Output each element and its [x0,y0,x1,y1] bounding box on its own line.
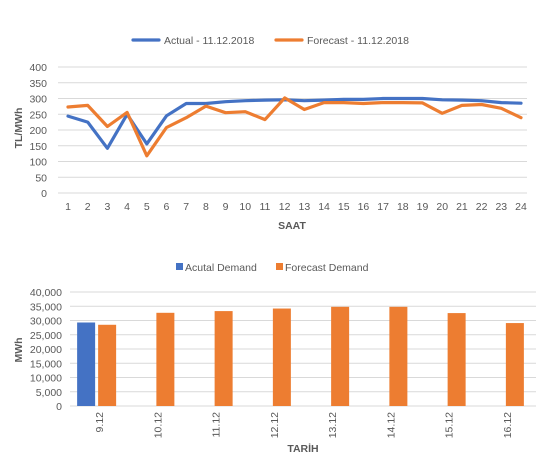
y-tick-label: 10,000 [30,373,62,385]
y-tick-label: 50 [35,172,47,184]
x-tick-label: 22 [476,201,488,213]
x-tick-label: 6 [164,201,170,213]
x-tick-label: 1 [65,201,71,213]
bar-0 [77,322,96,406]
x-tick-label: 16.12 [502,412,514,438]
y-tick-label: 25,000 [30,330,62,342]
series-line-1 [66,96,523,158]
y-tick-label: 20,000 [30,344,62,356]
x-axis-title: TARİH [287,442,318,455]
series-line-0 [66,96,523,150]
x-tick-label: 2 [85,201,91,213]
x-tick-label: 18 [397,201,409,213]
x-tick-label: 5 [144,201,150,213]
y-tick-label: 35,000 [30,301,62,313]
bar-1 [214,311,233,406]
x-tick-label: 9 [223,201,229,213]
x-tick-label: 8 [203,201,209,213]
bar-1 [389,306,408,406]
x-tick-label: 23 [495,201,507,213]
x-tick-label: 14 [318,201,330,213]
x-tick-label: 11.12 [211,412,223,438]
y-tick-label: 300 [29,94,47,106]
x-tick-label: 9.12 [94,412,106,433]
y-tick-label: 30,000 [30,316,62,328]
legend-label: Forecast Demand [285,262,369,274]
bar-1 [98,324,117,406]
x-tick-label: 16 [358,201,370,213]
x-tick-label: 12 [279,201,291,213]
bar-1 [447,313,466,406]
y-tick-label: 350 [29,78,47,90]
bar-1 [505,323,524,406]
x-tick-label: 20 [436,201,448,213]
x-tick-label: 10.12 [152,412,164,438]
y-tick-label: 400 [29,62,47,74]
x-tick-label: 13.12 [327,412,339,438]
y-tick-label: 5,000 [36,387,62,399]
x-tick-label: 12.12 [269,412,281,438]
y-tick-label: 250 [29,109,47,121]
x-tick-label: 11 [260,201,271,213]
y-tick-label: 150 [29,141,47,153]
y-tick-label: 100 [29,157,47,169]
legend-swatch-1 [276,263,283,270]
x-tick-label: 15 [338,201,350,213]
bar-1 [272,308,291,406]
x-tick-label: 3 [104,201,110,213]
y-tick-label: 0 [56,401,62,413]
y-tick-label: 200 [29,125,47,137]
bar-1 [156,312,175,406]
x-tick-label: 13 [299,201,311,213]
x-axis-title: SAAT [278,220,306,232]
y-axis-title: TL/MWh [13,108,25,149]
x-tick-label: 4 [124,201,130,213]
bar-1 [331,306,350,406]
x-tick-label: 24 [515,201,527,213]
y-axis-title: MWh [13,337,25,362]
y-tick-label: 15,000 [30,358,62,370]
legend-label: Forecast - 11.12.2018 [307,35,409,47]
x-tick-label: 14.12 [385,412,397,438]
x-tick-label: 19 [417,201,429,213]
x-tick-label: 21 [456,201,468,213]
x-tick-label: 17 [377,201,389,213]
y-tick-label: 0 [41,188,47,200]
x-tick-label: 7 [183,201,189,213]
legend-label: Acutal Demand [185,262,257,274]
x-tick-label: 10 [239,201,251,213]
x-tick-label: 15.12 [444,412,456,438]
legend-swatch-0 [176,263,183,270]
y-tick-label: 40,000 [30,287,62,299]
legend-label: Actual - 11.12.2018 [164,35,254,47]
